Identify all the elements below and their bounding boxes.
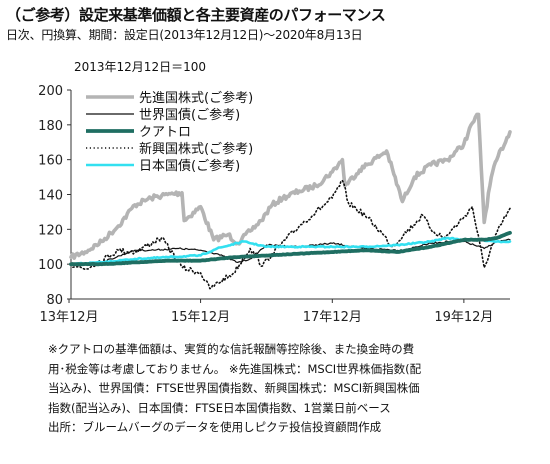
y-tick-label: 80: [46, 293, 63, 308]
footnote-line: 当込み)、世界国債：FTSE世界国債指数、新興国株式：MSCI新興国株価: [48, 381, 420, 395]
y-tick-label: 180: [38, 119, 63, 134]
y-tick-label: 120: [38, 223, 63, 238]
legend-label: 先進国株式(ご参考): [139, 90, 253, 106]
footnote-line: 指数(配当込み)、日本国債：FTSE日本国債指数、1営業日前ベース: [48, 400, 391, 415]
y-tick-label: 200: [38, 84, 63, 99]
chart-subtitle: 日次、円換算、期間：設定日(2013年12月12日)～2020年8月13日: [6, 28, 363, 42]
legend-label: クアトロ: [139, 125, 191, 140]
series-line: [70, 179, 511, 290]
performance-line-chart: 80 100 120 140 160 180 200 13年12月 15年12月 17年12月 19…: [38, 84, 512, 325]
series-line: [69, 112, 512, 260]
footnote: ※クアトロの基準価額は、実質的な信託報酬等控除後、また換金時の費 用･税金等は考…: [48, 340, 518, 438]
footnote-line: 出所：ブルームバーグのデータを使用しピクテ投信投資顧問作成: [48, 420, 382, 434]
series-line: [69, 236, 512, 266]
legend-label: 日本国債(ご参考): [139, 158, 240, 174]
y-tick-label: 100: [38, 258, 63, 273]
series-line: [69, 230, 512, 267]
footnote-line: 用･税金等は考慮しておりません。 ※先進国株式：MSCI世界株価指数(配: [48, 361, 422, 376]
legend-label: 世界国債(ご参考): [139, 107, 240, 123]
base-date-note: 2013年12月12日＝100: [74, 60, 206, 74]
legend-label: 新興国株式(ご参考): [139, 141, 253, 157]
x-tick-label: 17年12月: [303, 310, 362, 325]
footnote-line: ※クアトロの基準価額は、実質的な信託報酬等控除後、また換金時の費: [48, 342, 415, 356]
y-tick-label: 160: [38, 154, 63, 169]
chart-title: （ご参考）設定来基準価額と各主要資産のパフォーマンス: [6, 6, 386, 24]
x-tick-label: 15年12月: [171, 310, 230, 325]
x-tick-label: 19年12月: [434, 310, 493, 325]
y-tick-label: 140: [38, 189, 63, 204]
x-tick-label: 13年12月: [39, 310, 98, 325]
